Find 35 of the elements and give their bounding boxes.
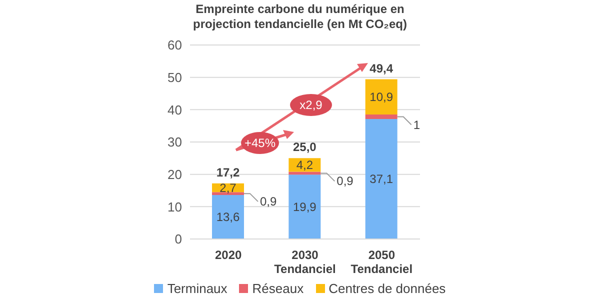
y-tick-label: 30 [168,134,182,150]
data-label: 37,1 [370,172,394,186]
data-label: 13,6 [216,210,240,224]
y-tick-label: 0 [174,232,182,247]
data-label: 2,7 [220,180,237,195]
total-label: 49,4 [370,61,394,76]
y-tick-label: 60 [168,38,182,53]
bar [365,114,398,120]
bar [212,192,244,196]
legend-label: Réseaux [252,281,304,296]
y-tick-label: 50 [168,70,182,85]
y-tick-label: 10 [168,199,182,214]
data-label: 4,2 [296,158,314,172]
data-label: 0,9 [260,194,278,209]
total-label: 25,0 [292,140,317,154]
data-label: 1 [413,118,420,132]
x-tick-label: 2030 Tendanciel [274,248,336,276]
bar [365,79,398,115]
annotation: +45% [244,136,276,150]
data-label: 19,9 [292,200,317,214]
bar [365,119,398,239]
legend-label: Centres de données [328,281,446,296]
annotation: x2,9 [300,98,323,112]
total-label: 17,2 [216,165,240,180]
data-label: 0,9 [336,174,354,188]
x-tick-label: 2020 [214,248,242,262]
x-tick-label: 2050 Tendanciel [350,248,413,276]
bar [288,172,321,175]
bar [288,174,321,239]
y-tick-label: 20 [168,166,182,182]
data-label: 10,9 [370,90,394,104]
y-tick-label: 40 [168,102,182,118]
legend-label: Terminaux [167,281,228,296]
bar [212,195,244,239]
chart-title: Empreinte carbone du numérique en projection tendancielle (en Mt CO₂eq) [192,2,408,32]
